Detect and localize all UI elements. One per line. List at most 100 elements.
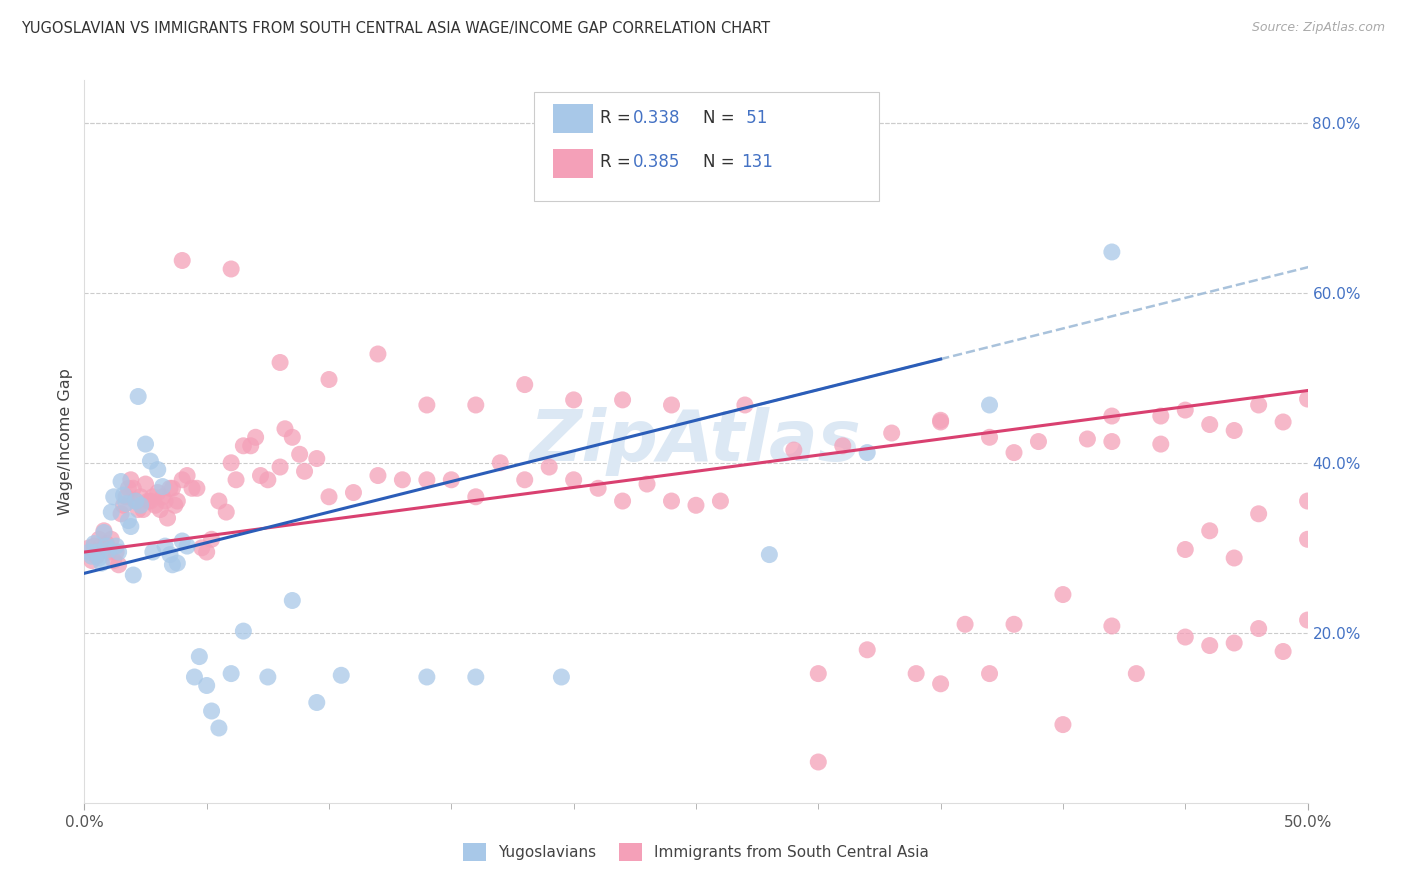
Point xyxy=(107,545,129,559)
Point xyxy=(195,545,218,559)
Point xyxy=(90,539,112,553)
Point xyxy=(880,425,903,440)
Point xyxy=(612,494,634,508)
Point xyxy=(1076,432,1098,446)
Point xyxy=(125,494,148,508)
Point xyxy=(1296,494,1319,508)
Point xyxy=(83,536,105,550)
Legend: Yugoslavians, Immigrants from South Central Asia: Yugoslavians, Immigrants from South Cent… xyxy=(457,837,935,867)
Point xyxy=(127,502,149,516)
Point xyxy=(103,490,125,504)
Point xyxy=(96,539,118,553)
Point xyxy=(208,494,231,508)
Point xyxy=(117,514,139,528)
Point xyxy=(929,677,952,691)
Point xyxy=(416,398,439,412)
Point xyxy=(905,666,928,681)
Point xyxy=(269,460,291,475)
Point xyxy=(122,568,145,582)
Point xyxy=(100,533,122,547)
Point xyxy=(856,445,879,459)
Point xyxy=(120,473,142,487)
Point xyxy=(139,454,162,468)
Point xyxy=(195,678,218,692)
Text: N =: N = xyxy=(703,109,734,127)
Point xyxy=(122,481,145,495)
Point xyxy=(685,498,707,512)
Point xyxy=(1052,588,1074,602)
Point xyxy=(112,498,135,512)
Point xyxy=(257,670,280,684)
Point xyxy=(979,666,1001,681)
Point xyxy=(97,545,120,559)
Point xyxy=(120,519,142,533)
Point xyxy=(1296,392,1319,406)
Point xyxy=(142,545,165,559)
Point xyxy=(538,460,561,475)
Point xyxy=(135,477,157,491)
Point xyxy=(294,464,316,478)
Point xyxy=(105,545,128,559)
Text: Source: ZipAtlas.com: Source: ZipAtlas.com xyxy=(1251,21,1385,34)
Point xyxy=(127,389,149,403)
Point xyxy=(1174,630,1197,644)
Point xyxy=(1296,533,1319,547)
Point xyxy=(110,507,132,521)
Point xyxy=(305,451,328,466)
Point xyxy=(90,556,112,570)
Point xyxy=(156,511,179,525)
Point xyxy=(232,624,254,639)
Point xyxy=(136,494,159,508)
Point xyxy=(758,548,780,562)
Point xyxy=(107,558,129,572)
Point xyxy=(416,670,439,684)
Point xyxy=(232,439,254,453)
Point xyxy=(159,481,181,495)
Point xyxy=(318,372,340,386)
Point xyxy=(281,593,304,607)
Point xyxy=(1223,551,1246,566)
Y-axis label: Wage/Income Gap: Wage/Income Gap xyxy=(58,368,73,515)
Point xyxy=(1028,434,1050,449)
Point xyxy=(117,481,139,495)
Point xyxy=(367,347,389,361)
Point xyxy=(1002,445,1025,459)
Text: R =: R = xyxy=(600,109,637,127)
Point xyxy=(1198,417,1220,432)
Point xyxy=(146,462,169,476)
Point xyxy=(464,490,486,504)
Point xyxy=(97,542,120,557)
Point xyxy=(105,539,128,553)
Point xyxy=(219,666,242,681)
Point xyxy=(135,437,157,451)
Point xyxy=(929,413,952,427)
Point xyxy=(562,473,585,487)
Point xyxy=(143,498,166,512)
Point xyxy=(1247,398,1270,412)
Point xyxy=(239,439,262,453)
Point xyxy=(269,355,291,369)
Point xyxy=(163,498,186,512)
Point xyxy=(464,398,486,412)
Point xyxy=(636,477,658,491)
Point xyxy=(318,490,340,504)
Point xyxy=(513,377,536,392)
Point xyxy=(200,704,222,718)
Point xyxy=(162,481,184,495)
Point xyxy=(219,262,242,277)
Point xyxy=(172,533,194,548)
Point xyxy=(1174,542,1197,557)
Text: 131: 131 xyxy=(741,153,773,171)
Point xyxy=(305,696,328,710)
Point xyxy=(77,541,100,555)
Point xyxy=(181,481,204,495)
Text: 0.385: 0.385 xyxy=(633,153,681,171)
Point xyxy=(1198,639,1220,653)
Point xyxy=(1101,619,1123,633)
Point xyxy=(257,473,280,487)
Point xyxy=(1101,434,1123,449)
Point xyxy=(513,473,536,487)
Point xyxy=(129,490,152,504)
Point xyxy=(709,494,731,508)
Point xyxy=(191,541,214,555)
